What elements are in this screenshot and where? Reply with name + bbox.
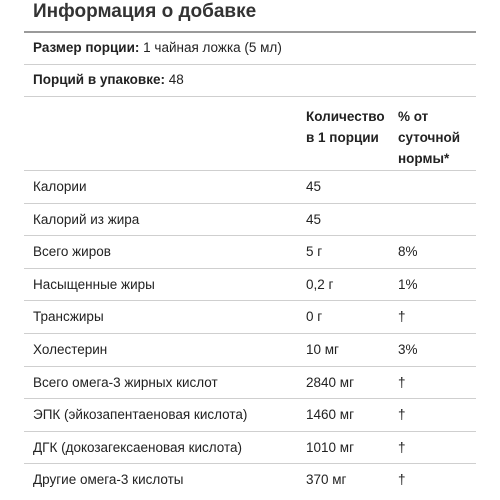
serving-size-row: Размер порции: 1 чайная ложка (5 мл): [33, 40, 282, 55]
divider: [24, 64, 476, 65]
nutrient-amount: 5 г: [306, 244, 323, 260]
nutrient-name: Всего омега-3 жирных кислот: [33, 374, 218, 390]
nutrient-amount: 10 мг: [306, 342, 339, 357]
row-divider: [24, 430, 476, 432]
row-divider: [24, 300, 476, 302]
amount-header-line: Количество: [306, 109, 385, 124]
nutrient-amount: 1460 мг: [306, 407, 354, 423]
divider: [24, 96, 476, 97]
nutrient-name: ЭПК (эйкозапентаеновая кислота): [33, 407, 248, 423]
nutrient-daily-value: †: [398, 472, 406, 488]
nutrient-amount: 370 мг: [306, 472, 347, 488]
nutrient-amount: 0,2 г: [306, 276, 334, 292]
servings-value: 48: [164, 72, 184, 87]
nutrient-daily-value: 1%: [398, 276, 418, 292]
nutrient-daily-value: †: [398, 407, 406, 423]
daily-value-column-header: % от суточной нормы*: [398, 106, 460, 169]
nutrient-name: Холестерин: [33, 342, 108, 357]
daily-header-line: нормы*: [398, 151, 450, 166]
divider: [24, 170, 476, 171]
nutrient-name: ДГК (докозагексаеновая кислота): [33, 439, 243, 455]
panel-title: Информация о добавке: [33, 1, 257, 22]
row-divider: [24, 332, 476, 334]
nutrient-amount: 45: [306, 211, 322, 227]
nutrient-amount: 1010 мг: [306, 439, 354, 455]
title-divider: [24, 31, 476, 33]
nutrient-amount: 0 г: [306, 309, 323, 325]
nutrient-name: Всего жиров: [33, 244, 111, 260]
daily-header-line: суточной: [398, 130, 461, 145]
row-divider: [24, 235, 476, 237]
amount-column-header: Количество в 1 порции: [306, 106, 385, 148]
row-divider: [24, 398, 476, 400]
row-divider: [24, 463, 476, 465]
servings-label: Порций в упаковке:: [33, 72, 165, 87]
serving-size-label: Размер порции:: [33, 40, 140, 55]
nutrient-name: Калорий из жира: [33, 211, 140, 227]
serving-size-value: 1 чайная ложка (5 мл): [139, 40, 282, 55]
nutrient-amount: 2840 мг: [306, 374, 354, 390]
row-divider: [24, 365, 476, 367]
nutrient-daily-value: 8%: [398, 244, 418, 260]
daily-header-line: % от: [398, 109, 429, 124]
nutrient-name: Другие омега-3 кислоты: [33, 472, 184, 488]
servings-row: Порций в упаковке: 48: [33, 72, 184, 87]
nutrient-name: Трансжиры: [33, 309, 104, 325]
row-divider: [24, 202, 476, 204]
row-divider: [24, 267, 476, 269]
amount-header-line: в 1 порции: [306, 130, 379, 145]
nutrient-name: Калории: [33, 179, 87, 194]
nutrient-daily-value: †: [398, 374, 406, 390]
nutrient-daily-value: 3%: [398, 342, 418, 357]
nutrient-daily-value: †: [398, 309, 406, 325]
nutrient-name: Насыщенные жиры: [33, 276, 155, 292]
nutrient-amount: 45: [306, 179, 322, 194]
nutrient-daily-value: †: [398, 439, 406, 455]
